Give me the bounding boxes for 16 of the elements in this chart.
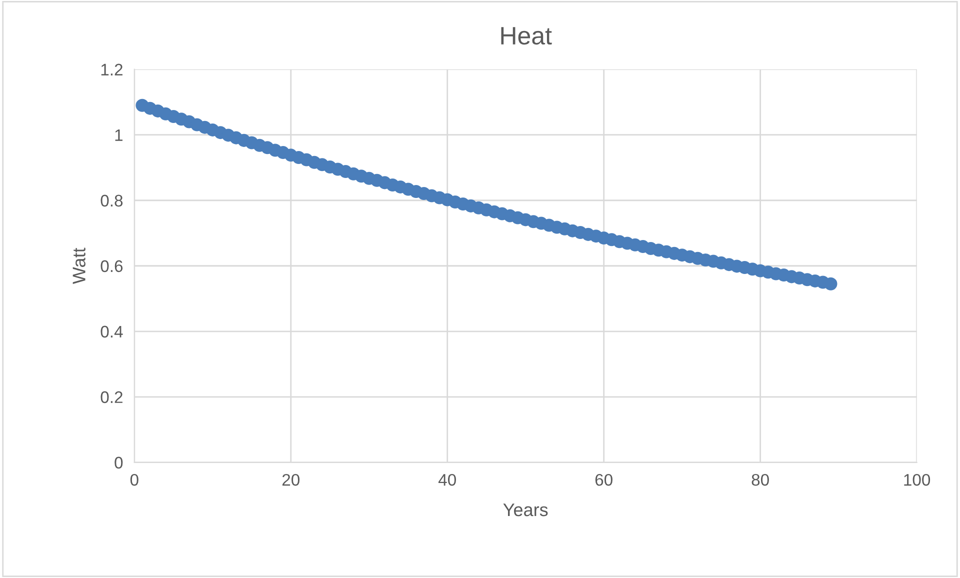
- x-tick-label: 80: [752, 474, 769, 486]
- y-tick-label: 0: [114, 456, 123, 469]
- y-tick-label: 1.2: [101, 64, 122, 76]
- x-tick-label: 100: [904, 474, 930, 486]
- y-tick-label: 1: [115, 129, 122, 141]
- y-tick-label: 0.4: [100, 326, 123, 338]
- x-axis-title: Years: [503, 504, 548, 516]
- y-tick-label: 0.2: [100, 391, 122, 404]
- y-tick-label: 0.8: [100, 194, 123, 207]
- chart-title: Heat: [501, 27, 552, 45]
- y-tick-label: 0.6: [100, 260, 123, 272]
- y-axis-title: Watt: [72, 248, 86, 284]
- x-tick-label: 0: [130, 474, 138, 486]
- x-tick-label: 20: [282, 474, 300, 486]
- x-tick-label: 60: [595, 474, 612, 486]
- x-tick-label: 40: [438, 474, 456, 486]
